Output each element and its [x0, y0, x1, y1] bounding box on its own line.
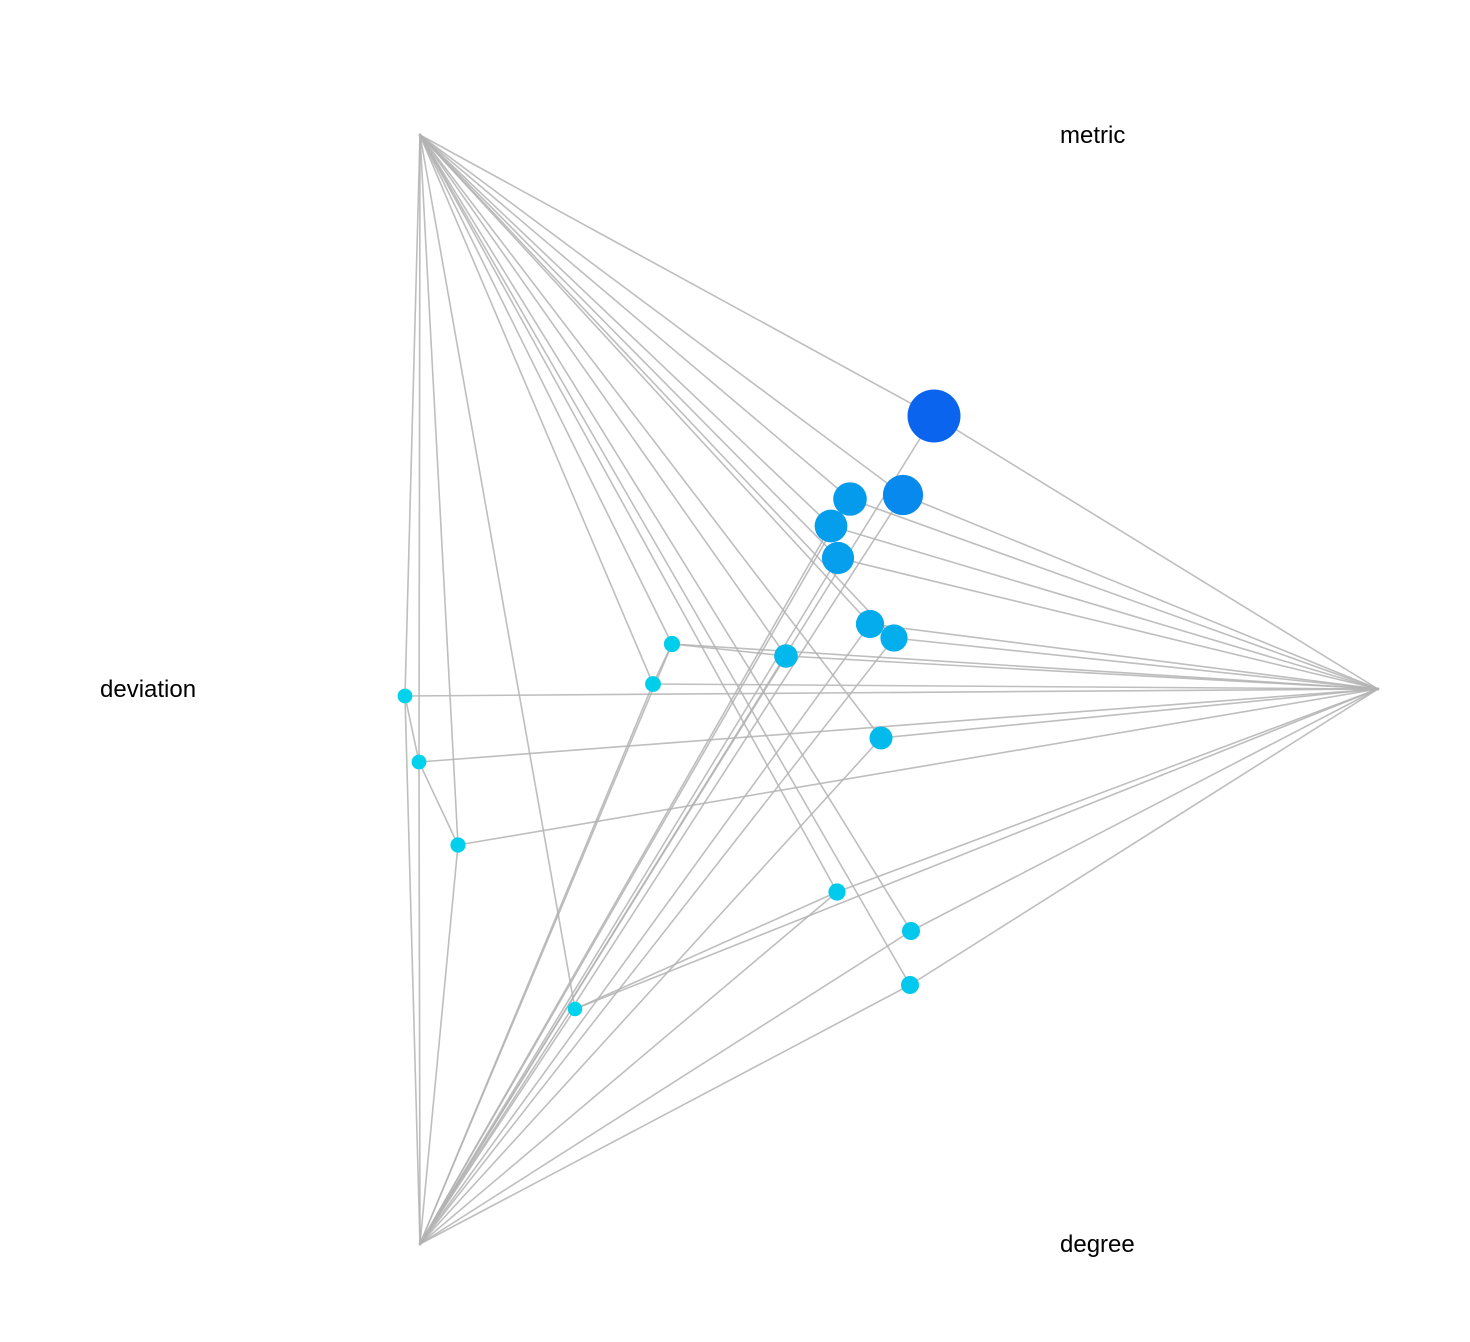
- edge-n8-to-anchor-C: [419, 655, 787, 1245]
- node-n1[interactable]: [907, 389, 961, 443]
- anchor-vertex-B: [1376, 687, 1380, 691]
- node-n7[interactable]: [880, 624, 908, 652]
- edge-n17-to-anchor-C: [404, 695, 421, 1245]
- edge-n6-to-anchor-C: [419, 623, 871, 1245]
- edge-n16-to-anchor-C: [418, 761, 421, 1245]
- edge-n17-to-anchor-A: [404, 134, 421, 697]
- axis-label-degree: degree: [1060, 1231, 1135, 1258]
- edge-n18-to-anchor-B: [574, 688, 1379, 1010]
- edge-n16-to-anchor-B: [418, 688, 1379, 763]
- node-n12[interactable]: [828, 883, 846, 901]
- edge-n5-to-anchor-B: [837, 557, 1379, 690]
- edge-n18-to-anchor-A: [419, 134, 576, 1010]
- edge-n4-to-anchor-B: [830, 525, 1379, 690]
- axis-label-metric: metric: [1060, 122, 1125, 149]
- edge-n7-to-anchor-C: [419, 637, 895, 1245]
- node-n9[interactable]: [869, 726, 893, 750]
- node-n10[interactable]: [901, 976, 919, 994]
- edge-n4-to-anchor-A: [419, 134, 832, 527]
- node-n15[interactable]: [450, 837, 466, 853]
- edge-n4-to-anchor-C: [419, 525, 832, 1245]
- edge-n1-to-anchor-B: [933, 415, 1379, 690]
- node-n18[interactable]: [567, 1001, 583, 1017]
- edge-n11-to-anchor-C: [419, 930, 912, 1245]
- edge-n15-to-anchor-B: [457, 688, 1379, 846]
- node-n3[interactable]: [833, 482, 867, 516]
- edge-n9-to-anchor-A: [419, 134, 882, 739]
- edge-n8-to-anchor-A: [419, 134, 787, 657]
- edge-n10-to-anchor-B: [909, 688, 1379, 986]
- edge-n5-to-anchor-C: [419, 557, 839, 1245]
- node-n16[interactable]: [411, 754, 427, 770]
- anchor-vertex-C: [418, 1242, 422, 1246]
- node-layer: [397, 389, 961, 1017]
- edge-n10-to-anchor-C: [419, 984, 911, 1245]
- edge-n11-to-anchor-A: [419, 134, 912, 932]
- node-n6[interactable]: [855, 609, 885, 639]
- node-n14[interactable]: [645, 676, 661, 692]
- edge-n12-to-anchor-C: [419, 891, 838, 1245]
- node-n13[interactable]: [663, 635, 681, 653]
- link-n16-n15: [418, 761, 459, 846]
- edge-n14-to-anchor-C: [419, 683, 654, 1245]
- node-n2[interactable]: [882, 474, 924, 516]
- edge-n14-to-anchor-A: [419, 134, 654, 685]
- edge-n12-to-anchor-B: [836, 688, 1379, 893]
- node-n8[interactable]: [774, 644, 798, 668]
- edge-n3-to-anchor-A: [419, 134, 851, 500]
- edge-n7-to-anchor-B: [893, 637, 1379, 690]
- edge-n11-to-anchor-B: [910, 688, 1379, 932]
- link-n12-n18: [574, 891, 838, 1010]
- edge-n2-to-anchor-A: [419, 134, 904, 496]
- edge-n13-to-anchor-A: [419, 134, 673, 645]
- edge-n17-to-anchor-B: [404, 688, 1379, 697]
- edge-n6-to-anchor-A: [419, 134, 871, 625]
- node-n11[interactable]: [902, 922, 920, 940]
- edge-n12-to-anchor-A: [419, 134, 838, 893]
- link-n13-n8: [671, 643, 787, 657]
- edge-n10-to-anchor-A: [419, 134, 911, 986]
- node-n17[interactable]: [397, 688, 413, 704]
- edge-n9-to-anchor-C: [419, 737, 882, 1245]
- edge-n2-to-anchor-B: [902, 494, 1379, 690]
- node-n4[interactable]: [814, 509, 848, 543]
- edge-n1-to-anchor-A: [419, 134, 935, 417]
- edge-n15-to-anchor-C: [419, 844, 459, 1245]
- edge-n6-to-anchor-B: [869, 623, 1379, 690]
- edge-n5-to-anchor-A: [419, 134, 839, 559]
- edge-n14-to-anchor-B: [652, 683, 1379, 690]
- edge-n7-to-anchor-A: [419, 134, 895, 639]
- anchor-vertex-A: [418, 133, 422, 137]
- edge-n3-to-anchor-B: [849, 498, 1379, 690]
- edge-n9-to-anchor-B: [880, 688, 1379, 739]
- anchor-layer: [418, 133, 1380, 1246]
- edge-n16-to-anchor-A: [418, 134, 421, 763]
- node-n5[interactable]: [821, 541, 855, 575]
- axis-label-deviation: deviation: [100, 676, 196, 703]
- edge-n2-to-anchor-C: [419, 494, 904, 1245]
- edge-n15-to-anchor-A: [419, 134, 459, 846]
- link-n17-n16: [404, 695, 420, 763]
- edge-n18-to-anchor-C: [419, 1008, 576, 1245]
